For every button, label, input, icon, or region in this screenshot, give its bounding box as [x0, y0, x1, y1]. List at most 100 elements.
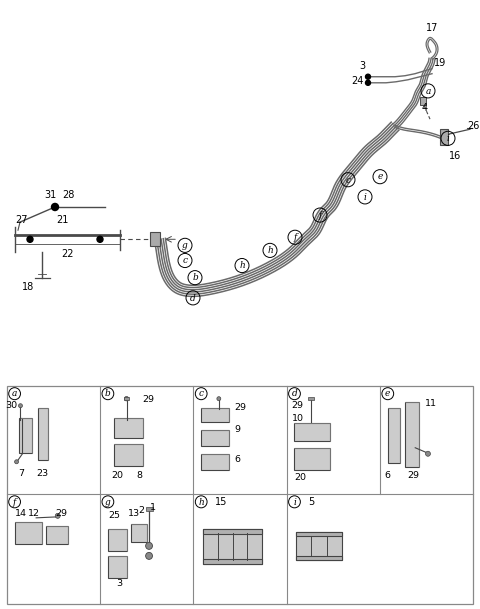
Text: 3: 3: [359, 61, 365, 71]
Bar: [406, 402, 419, 466]
Circle shape: [145, 543, 153, 549]
Text: f: f: [293, 233, 297, 242]
Bar: [297, 556, 342, 560]
Bar: [203, 559, 262, 564]
Text: c: c: [182, 256, 188, 266]
Circle shape: [425, 451, 431, 456]
Text: c: c: [346, 175, 350, 185]
Text: 9: 9: [235, 425, 240, 434]
Text: 14: 14: [14, 509, 26, 518]
Text: g: g: [105, 498, 111, 507]
Bar: [19, 418, 23, 452]
Text: 5: 5: [308, 497, 314, 507]
Text: 24: 24: [351, 76, 363, 86]
Bar: [297, 532, 342, 560]
Bar: [420, 97, 426, 105]
Circle shape: [145, 552, 153, 560]
Text: 11: 11: [425, 399, 437, 408]
Text: 3: 3: [117, 579, 123, 588]
Text: h: h: [198, 498, 204, 507]
Circle shape: [27, 236, 33, 242]
Circle shape: [365, 74, 371, 79]
Circle shape: [217, 396, 221, 401]
Text: 21: 21: [56, 215, 68, 225]
Text: e: e: [377, 172, 383, 181]
Text: 2: 2: [138, 506, 144, 515]
Text: 30: 30: [6, 401, 18, 410]
Text: b: b: [105, 390, 111, 398]
Bar: [295, 423, 330, 441]
Bar: [146, 507, 153, 511]
Bar: [108, 529, 128, 551]
Bar: [203, 529, 262, 564]
Text: 27: 27: [16, 215, 28, 225]
Text: a: a: [425, 86, 431, 96]
Text: 29: 29: [235, 403, 247, 412]
Text: 6: 6: [235, 456, 240, 464]
Text: 29: 29: [142, 395, 154, 404]
Text: 10: 10: [291, 414, 303, 423]
Text: 13: 13: [128, 509, 140, 518]
Text: 23: 23: [36, 470, 48, 478]
Bar: [108, 556, 128, 578]
Text: 4: 4: [422, 103, 428, 113]
Text: 29: 29: [56, 509, 68, 518]
Bar: [203, 529, 262, 534]
Text: 26: 26: [467, 121, 479, 131]
Text: 20: 20: [112, 471, 124, 481]
Circle shape: [365, 80, 371, 85]
Circle shape: [14, 460, 19, 464]
Text: d: d: [190, 294, 196, 303]
Text: 8: 8: [136, 471, 142, 481]
Text: f: f: [13, 498, 16, 507]
Text: i: i: [446, 134, 449, 143]
Text: d: d: [292, 390, 298, 398]
Bar: [114, 418, 143, 438]
Text: h: h: [267, 246, 273, 255]
Text: 19: 19: [434, 58, 446, 68]
Bar: [201, 407, 228, 421]
Bar: [114, 444, 143, 466]
Bar: [14, 522, 42, 544]
Text: h: h: [239, 261, 245, 270]
Circle shape: [51, 203, 59, 211]
Text: e: e: [385, 390, 390, 398]
Bar: [123, 396, 130, 400]
Text: f: f: [318, 211, 322, 220]
Text: i: i: [363, 192, 366, 202]
Circle shape: [97, 236, 103, 242]
Bar: [21, 418, 32, 452]
Text: 6: 6: [385, 471, 391, 481]
Bar: [201, 430, 228, 446]
Text: 16: 16: [449, 152, 461, 161]
Text: 28: 28: [62, 190, 74, 200]
Text: c: c: [199, 390, 204, 398]
Text: i: i: [293, 498, 296, 507]
Text: b: b: [192, 273, 198, 283]
Bar: [132, 524, 147, 542]
Text: 15: 15: [215, 497, 228, 507]
Text: 22: 22: [62, 250, 74, 259]
Text: g: g: [182, 241, 188, 250]
Text: 18: 18: [22, 282, 34, 292]
Bar: [297, 532, 342, 536]
Text: 31: 31: [44, 190, 56, 200]
Bar: [38, 407, 48, 460]
Circle shape: [55, 513, 60, 518]
Text: 29: 29: [407, 471, 419, 481]
Text: 7: 7: [18, 470, 24, 478]
Bar: [295, 448, 330, 470]
Bar: [150, 232, 160, 247]
Bar: [201, 454, 228, 470]
Text: 20: 20: [295, 473, 307, 482]
Text: 29: 29: [291, 401, 303, 410]
Text: 12: 12: [28, 509, 40, 518]
Text: 1: 1: [150, 503, 156, 512]
Bar: [308, 396, 314, 400]
Bar: [440, 129, 448, 146]
Circle shape: [124, 396, 129, 401]
Text: a: a: [12, 390, 17, 398]
Text: 25: 25: [108, 512, 120, 520]
Bar: [388, 407, 399, 463]
Text: 17: 17: [426, 23, 438, 33]
